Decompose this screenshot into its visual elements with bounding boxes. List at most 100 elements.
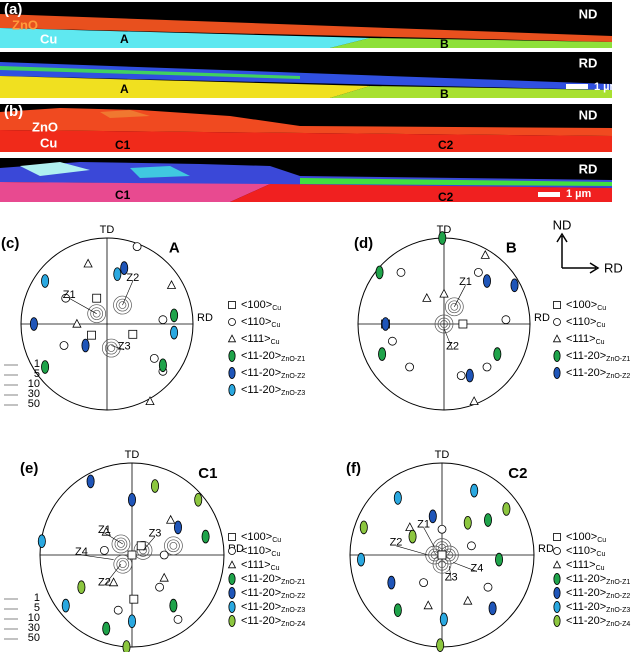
marker-110 (100, 546, 109, 555)
marker-zno (357, 552, 366, 567)
region-label: C2 (438, 190, 454, 204)
legend-entry: <110>Cu (566, 316, 605, 329)
marker-zno (122, 640, 131, 652)
marker-zno (436, 638, 445, 652)
zone-label: Z4 (471, 562, 484, 574)
zone-leader (449, 566, 452, 581)
marker-100 (127, 550, 137, 560)
marker-zno (37, 534, 46, 548)
zone-leader (423, 527, 435, 548)
legend-main: <11-20> (241, 587, 281, 599)
legend-entry: <100>Cu (241, 299, 281, 312)
zone-label: Z2 (98, 576, 111, 588)
zone-leader (142, 536, 156, 551)
contour-level: 30 (28, 622, 40, 634)
marker-110 (159, 550, 169, 560)
marker-111 (227, 560, 237, 569)
marker-110 (113, 605, 123, 615)
marker-zno (470, 483, 479, 498)
contour (113, 295, 132, 315)
scale-bar (566, 84, 588, 89)
legend-entry: <111>Cu (566, 559, 605, 572)
zone-label: Z2 (126, 272, 139, 284)
zone-label: Z3 (445, 572, 458, 584)
marker-110 (467, 541, 476, 551)
axis-label: ND (553, 217, 572, 232)
legend-sub: Cu (596, 551, 605, 558)
legend-main: <111> (566, 333, 596, 345)
legend-sub: Cu (596, 339, 605, 346)
legend-sub: Cu (596, 322, 605, 329)
marker-100 (553, 533, 561, 541)
marker-111 (83, 258, 93, 268)
contour (92, 309, 101, 318)
legend-entry: <11-20>ZnO-Z3 (566, 601, 630, 614)
zone-leader (122, 280, 134, 306)
legend-sub: Cu (271, 565, 280, 572)
zone-leader (69, 297, 97, 314)
marker-zno (408, 529, 417, 544)
legend-sub: Cu (597, 305, 606, 312)
marker-100 (228, 533, 236, 541)
legend-sub: Cu (597, 537, 606, 544)
marker-111 (227, 334, 237, 343)
legend-main: <110> (566, 316, 596, 328)
zone-leader (443, 328, 453, 350)
pole-figure-title: C2 (508, 465, 527, 482)
legend-sub: ZnO-Z1 (606, 579, 630, 586)
scale-label: 1 µm (594, 81, 620, 93)
legend-sub: Cu (271, 322, 280, 329)
marker-zno (359, 520, 368, 535)
marker-zno (120, 261, 129, 275)
legend-sub: ZnO-Z2 (606, 593, 630, 600)
contour-level: 1 (34, 592, 40, 604)
zone-leader (452, 562, 478, 572)
marker-110 (149, 353, 159, 363)
legend-entry: <11-20>ZnO-Z2 (241, 367, 305, 380)
marker-110 (132, 242, 142, 252)
scale-bar (538, 192, 560, 197)
legend-entry: <110>Cu (241, 545, 280, 558)
marker-111 (166, 280, 177, 289)
region-label: C1 (115, 138, 131, 152)
panel-label: (d) (354, 235, 373, 252)
contour (116, 557, 130, 571)
legend-sub: ZnO-Z2 (281, 373, 305, 380)
marker-111 (145, 396, 155, 406)
marker-zno (170, 325, 179, 340)
legend-sub: ZnO-Z4 (281, 621, 305, 628)
marker-zno (502, 502, 511, 516)
legend-entry: <100>Cu (566, 299, 606, 312)
legend-main: <11-20> (566, 573, 606, 585)
legend-entry: <110>Cu (566, 545, 605, 558)
zone-label: Z1 (417, 518, 430, 530)
marker-111 (552, 560, 562, 569)
marker-zno (201, 529, 210, 544)
marker-110 (501, 315, 511, 325)
marker-zno (41, 360, 50, 374)
marker-110 (396, 267, 406, 277)
contour (167, 539, 180, 553)
legend-entry: <111>Cu (241, 559, 280, 572)
zone-leader (81, 554, 114, 560)
legend-sub: ZnO-Z2 (606, 373, 630, 380)
pole-figure-title: A (169, 239, 180, 256)
scale-label: 1 µm (566, 188, 592, 200)
legend-sub: ZnO-Z3 (606, 607, 630, 614)
contour-level: 1 (34, 358, 40, 370)
contour (118, 560, 127, 569)
zone-leader (111, 345, 125, 351)
contour-level: 5 (34, 602, 40, 614)
map-a-nd (0, 2, 612, 48)
legend-main: <100> (241, 299, 272, 311)
legend-entry: <11-20>ZnO-Z3 (241, 384, 305, 397)
contour (107, 344, 116, 352)
marker-111 (159, 572, 169, 582)
marker-zno (41, 274, 50, 288)
contour (437, 317, 451, 331)
contour-level: 10 (28, 378, 40, 390)
legend-sub: ZnO-Z1 (281, 579, 305, 586)
marker-zno (228, 349, 236, 362)
contour (444, 297, 464, 317)
marker-zno (228, 587, 236, 600)
